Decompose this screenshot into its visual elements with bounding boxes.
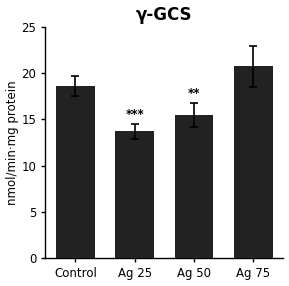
Bar — [234, 66, 273, 259]
Text: **: ** — [188, 87, 200, 100]
Bar — [115, 131, 154, 259]
Y-axis label: nmol/min·mg protein: nmol/min·mg protein — [5, 80, 18, 205]
Title: γ-GCS: γ-GCS — [136, 5, 192, 23]
Bar — [56, 86, 95, 259]
Bar — [175, 115, 213, 259]
Text: ***: *** — [125, 108, 144, 121]
